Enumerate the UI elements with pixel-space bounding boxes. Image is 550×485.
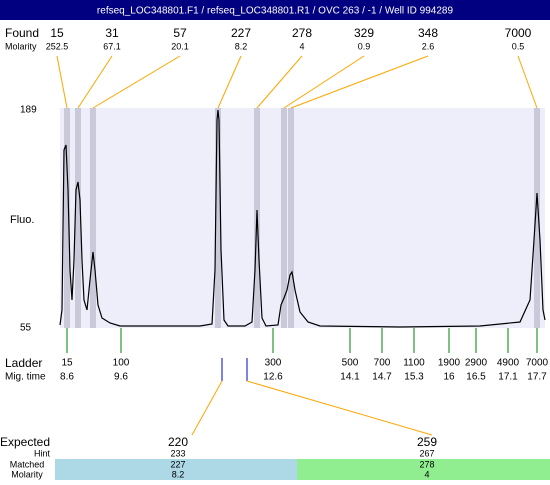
molarity-label: Molarity bbox=[5, 41, 37, 51]
molarity-value: 4 bbox=[299, 41, 304, 51]
mig-time: 16 bbox=[443, 372, 455, 383]
molarity-value: 0.9 bbox=[358, 41, 371, 51]
found-value: 31 bbox=[105, 26, 119, 40]
matched-label: Matched bbox=[10, 459, 45, 469]
expected-link bbox=[191, 380, 223, 436]
y-bottom-label: 55 bbox=[20, 323, 32, 334]
mig-time: 9.6 bbox=[114, 372, 128, 383]
ladder-size: 2900 bbox=[465, 358, 488, 369]
mig-time: 14.1 bbox=[340, 372, 360, 383]
matched-molarity: 8.2 bbox=[172, 469, 185, 479]
peak-link bbox=[77, 55, 113, 109]
plot-area bbox=[60, 108, 545, 328]
matched-band bbox=[55, 459, 297, 480]
peak-link bbox=[283, 55, 365, 109]
matched-molarity: 4 bbox=[424, 469, 429, 479]
found-label: Found bbox=[5, 26, 39, 40]
peak-band bbox=[90, 108, 96, 328]
found-value: 227 bbox=[231, 26, 251, 40]
mig-time: 17.7 bbox=[527, 372, 547, 383]
mig-time: 12.6 bbox=[263, 372, 283, 383]
molarity-value: 0.5 bbox=[512, 41, 525, 51]
peak-band bbox=[534, 108, 540, 328]
ladder-size: 100 bbox=[113, 358, 130, 369]
hint-label: Hint bbox=[34, 448, 51, 458]
peak-band bbox=[75, 108, 81, 328]
found-value: 278 bbox=[292, 26, 312, 40]
molarity-value: 8.2 bbox=[235, 41, 248, 51]
peak-link bbox=[92, 55, 181, 109]
molarity-value: 252.5 bbox=[46, 41, 69, 51]
found-value: 57 bbox=[173, 26, 187, 40]
y-top-label: 189 bbox=[20, 105, 37, 116]
y-axis-label: Fluo. bbox=[10, 214, 34, 226]
hint-value: 233 bbox=[170, 448, 185, 458]
ladder-size: 700 bbox=[374, 358, 391, 369]
peak-link bbox=[256, 55, 303, 109]
ladder-size: 15 bbox=[61, 358, 73, 369]
peak-band bbox=[288, 108, 294, 328]
found-value: 15 bbox=[50, 26, 64, 40]
molarity-value: 2.6 bbox=[422, 41, 435, 51]
ladder-size: 500 bbox=[342, 358, 359, 369]
trace bbox=[59, 109, 546, 328]
peak-link bbox=[56, 55, 68, 109]
hint-value: 267 bbox=[419, 448, 434, 458]
peak-link bbox=[217, 55, 242, 109]
expected-label: Expected bbox=[0, 435, 50, 449]
matched-value: 227 bbox=[170, 459, 185, 469]
expected-value: 220 bbox=[168, 435, 188, 449]
matched-band bbox=[297, 459, 550, 480]
expected-link bbox=[246, 380, 433, 436]
matched-molarity-label: Molarity bbox=[11, 469, 43, 479]
found-value: 329 bbox=[354, 26, 374, 40]
matched-value: 278 bbox=[419, 459, 434, 469]
ladder-size: 300 bbox=[265, 358, 282, 369]
peak-band bbox=[281, 108, 287, 328]
found-value: 7000 bbox=[505, 26, 532, 40]
mig-time: 15.3 bbox=[404, 372, 424, 383]
mig-time: 17.1 bbox=[498, 372, 518, 383]
expected-value: 259 bbox=[417, 435, 437, 449]
ladder-label: Ladder bbox=[5, 356, 42, 370]
molarity-value: 20.1 bbox=[171, 41, 189, 51]
found-value: 348 bbox=[418, 26, 438, 40]
mig-time-label: Mig. time bbox=[5, 372, 46, 383]
peak-link bbox=[290, 55, 429, 109]
ladder-size: 1900 bbox=[438, 358, 461, 369]
mig-time: 16.5 bbox=[466, 372, 486, 383]
ladder-size: 1100 bbox=[403, 358, 425, 369]
title: refseq_LOC348801.F1 / refseq_LOC348801.R… bbox=[97, 6, 454, 17]
peak-band bbox=[215, 108, 221, 328]
peak-link bbox=[517, 55, 538, 109]
molarity-value: 67.1 bbox=[103, 41, 121, 51]
title-bar bbox=[0, 0, 550, 20]
ladder-size: 4900 bbox=[497, 358, 520, 369]
ladder-size: 7000 bbox=[526, 358, 549, 369]
peak-band bbox=[64, 108, 70, 328]
mig-time: 14.7 bbox=[372, 372, 392, 383]
mig-time: 8.6 bbox=[60, 372, 74, 383]
